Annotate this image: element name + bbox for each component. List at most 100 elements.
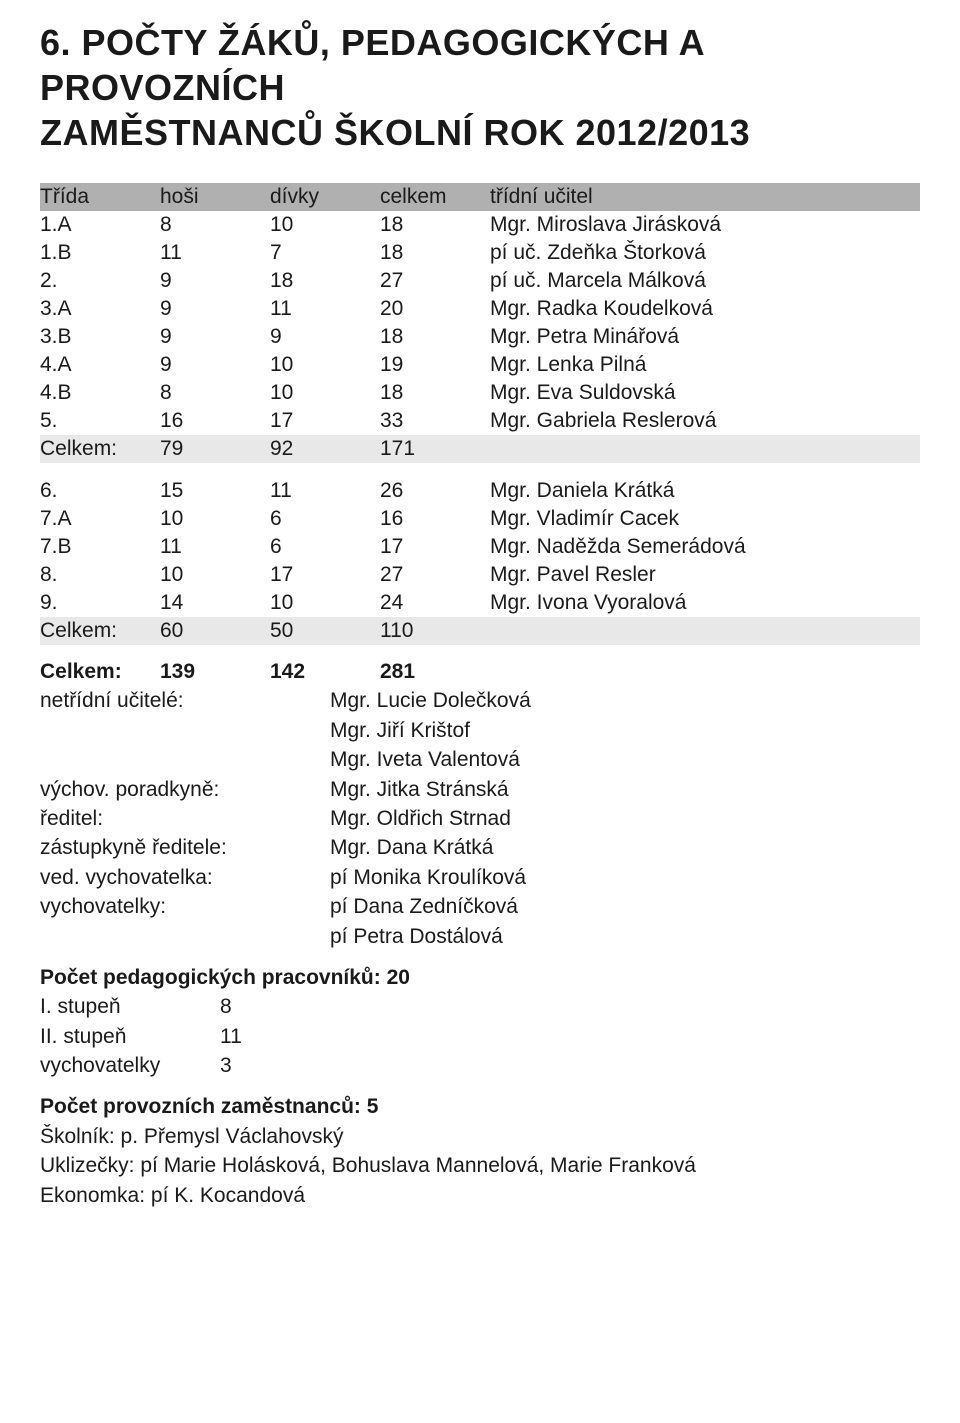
cell-teacher: Mgr. Eva Suldovská xyxy=(490,379,920,407)
table-row: 1.B11718pí uč. Zdeňka Štorková xyxy=(40,239,920,267)
title-line-2: ZAMĚSTNANCŮ ŠKOLNÍ ROK 2012/2013 xyxy=(40,112,750,153)
ped-count-label: II. stupeň xyxy=(40,1022,220,1051)
staff-row: netřídní učitelé:Mgr. Lucie Dolečková xyxy=(40,686,920,715)
table-row: 5.161733Mgr. Gabriela Reslerová xyxy=(40,407,920,435)
cell-total: 33 xyxy=(380,407,490,435)
ped-count-value: 3 xyxy=(220,1051,232,1080)
staff-label xyxy=(40,716,330,745)
cell-teacher: Mgr. Pavel Resler xyxy=(490,561,920,589)
subtotal-girls: 50 xyxy=(270,617,380,645)
ped-count-value: 11 xyxy=(220,1022,242,1051)
staff-value: Mgr. Oldřich Strnad xyxy=(330,804,920,833)
table-row: 7.A10616Mgr. Vladimír Cacek xyxy=(40,505,920,533)
subtotal-girls: 92 xyxy=(270,435,380,463)
cell-girls: 10 xyxy=(270,589,380,617)
ped-count-row: vychovatelky3 xyxy=(40,1051,920,1080)
cell-boys: 15 xyxy=(160,477,270,505)
table-header-row: Třídahošidívkycelkemtřídní učitel xyxy=(40,183,920,211)
col-header-total: celkem xyxy=(380,183,490,211)
cell-boys: 11 xyxy=(160,533,270,561)
staff-label: ředitel: xyxy=(40,804,330,833)
staff-label: zástupkyně ředitele: xyxy=(40,833,330,862)
cell-class: 3.A xyxy=(40,295,160,323)
page-title: 6. POČTY ŽÁKŮ, PEDAGOGICKÝCH A PROVOZNÍC… xyxy=(40,20,920,155)
table-row: 7.B11617Mgr. Naděžda Semerádová xyxy=(40,533,920,561)
subtotal-empty xyxy=(490,435,920,463)
cell-teacher: pí uč. Marcela Málková xyxy=(490,267,920,295)
cell-total: 27 xyxy=(380,561,490,589)
staff-label: netřídní učitelé: xyxy=(40,686,330,715)
cell-teacher: Mgr. Vladimír Cacek xyxy=(490,505,920,533)
staff-label xyxy=(40,922,330,951)
staff-row: ředitel:Mgr. Oldřich Strnad xyxy=(40,804,920,833)
cell-class: 2. xyxy=(40,267,160,295)
staff-value: pí Dana Zedníčková xyxy=(330,892,920,921)
cell-boys: 10 xyxy=(160,561,270,589)
subtotal-label: Celkem: xyxy=(40,435,160,463)
staff-value: Mgr. Lucie Dolečková xyxy=(330,686,920,715)
staff-label: výchov. poradkyně: xyxy=(40,775,330,804)
staff-row: zástupkyně ředitele:Mgr. Dana Krátká xyxy=(40,833,920,862)
cell-class: 7.B xyxy=(40,533,160,561)
cell-girls: 6 xyxy=(270,505,380,533)
cell-boys: 8 xyxy=(160,379,270,407)
title-line-1: 6. POČTY ŽÁKŮ, PEDAGOGICKÝCH A PROVOZNÍC… xyxy=(40,22,704,108)
cell-total: 18 xyxy=(380,323,490,351)
cell-total: 18 xyxy=(380,211,490,239)
grand-total-label: Celkem: xyxy=(40,657,160,686)
cell-class: 5. xyxy=(40,407,160,435)
table-row: 4.A91019Mgr. Lenka Pilná xyxy=(40,351,920,379)
subtotal-row: Celkem:6050110 xyxy=(40,617,920,645)
cell-girls: 6 xyxy=(270,533,380,561)
cell-teacher: Mgr. Miroslava Jirásková xyxy=(490,211,920,239)
spacer-cell xyxy=(40,463,920,477)
cell-total: 18 xyxy=(380,239,490,267)
cell-boys: 14 xyxy=(160,589,270,617)
subtotal-sum: 110 xyxy=(380,617,490,645)
cell-teacher: pí uč. Zdeňka Štorková xyxy=(490,239,920,267)
staff-value: Mgr. Jitka Stránská xyxy=(330,775,920,804)
ped-count-label: I. stupeň xyxy=(40,992,220,1021)
cell-teacher: Mgr. Lenka Pilná xyxy=(490,351,920,379)
table-row: 3.B9918Mgr. Petra Minářová xyxy=(40,323,920,351)
spacer-row xyxy=(40,463,920,477)
col-header-teacher: třídní učitel xyxy=(490,183,920,211)
cell-total: 24 xyxy=(380,589,490,617)
cell-boys: 9 xyxy=(160,323,270,351)
grand-total-sum: 281 xyxy=(380,657,415,686)
table-row: 9.141024Mgr. Ivona Vyoralová xyxy=(40,589,920,617)
cell-teacher: Mgr. Naděžda Semerádová xyxy=(490,533,920,561)
cell-boys: 9 xyxy=(160,267,270,295)
cell-class: 1.A xyxy=(40,211,160,239)
cell-boys: 16 xyxy=(160,407,270,435)
cell-class: 6. xyxy=(40,477,160,505)
cell-girls: 17 xyxy=(270,407,380,435)
cell-girls: 10 xyxy=(270,351,380,379)
table-row: 8.101727Mgr. Pavel Resler xyxy=(40,561,920,589)
cell-girls: 18 xyxy=(270,267,380,295)
table-row: 6.151126Mgr. Daniela Krátká xyxy=(40,477,920,505)
cell-teacher: Mgr. Gabriela Reslerová xyxy=(490,407,920,435)
ped-count-row: II. stupeň11 xyxy=(40,1022,920,1051)
cell-total: 19 xyxy=(380,351,490,379)
class-table: Třídahošidívkycelkemtřídní učitel1.A8101… xyxy=(40,183,920,645)
table-row: 4.B81018Mgr. Eva Suldovská xyxy=(40,379,920,407)
cell-teacher: Mgr. Radka Koudelková xyxy=(490,295,920,323)
staff-row: výchov. poradkyně:Mgr. Jitka Stránská xyxy=(40,775,920,804)
subtotal-empty xyxy=(490,617,920,645)
cell-girls: 17 xyxy=(270,561,380,589)
cell-girls: 7 xyxy=(270,239,380,267)
staff-label xyxy=(40,745,330,774)
staff-row: Mgr. Jiří Krištof xyxy=(40,716,920,745)
subtotal-row: Celkem:7992171 xyxy=(40,435,920,463)
table-row: 3.A91120Mgr. Radka Koudelková xyxy=(40,295,920,323)
cell-teacher: Mgr. Petra Minářová xyxy=(490,323,920,351)
cell-boys: 10 xyxy=(160,505,270,533)
staff-value: pí Petra Dostálová xyxy=(330,922,920,951)
cell-total: 20 xyxy=(380,295,490,323)
cell-boys: 11 xyxy=(160,239,270,267)
ops-line: Ekonomka: pí K. Kocandová xyxy=(40,1181,920,1210)
cell-total: 16 xyxy=(380,505,490,533)
subtotal-sum: 171 xyxy=(380,435,490,463)
grand-total-girls: 142 xyxy=(270,657,380,686)
